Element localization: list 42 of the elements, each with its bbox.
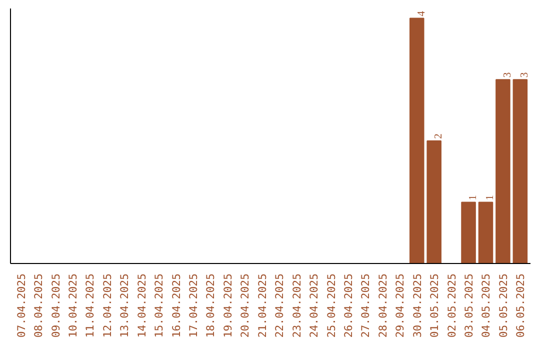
- x-tick-label: 27.04.2025: [359, 274, 372, 338]
- x-tick-label: 07.04.2025: [14, 274, 28, 338]
- x-tick-label: 25.04.2025: [324, 274, 338, 338]
- x-tick-label: 12.04.2025: [100, 274, 114, 338]
- bar: [409, 18, 424, 264]
- x-tick-label: 11.04.2025: [84, 274, 97, 338]
- x-tick-label: 26.04.2025: [342, 274, 355, 338]
- bar: [478, 202, 494, 264]
- x-tick-label: 15.04.2025: [152, 274, 166, 338]
- x-tick-label: 28.04.2025: [376, 274, 390, 338]
- x-tick-label: 05.05.2025: [496, 274, 510, 338]
- x-tick-label: 14.04.2025: [135, 274, 148, 338]
- data-label: 2: [434, 134, 445, 139]
- data-label: 4: [416, 10, 428, 16]
- x-tick-label: 02.05.2025: [445, 274, 458, 338]
- bar: [426, 140, 442, 264]
- x-tick-label: 10.04.2025: [66, 274, 80, 338]
- x-tick-label: 30.04.2025: [410, 274, 424, 338]
- x-tick-label: 03.05.2025: [462, 274, 476, 338]
- data-label: 3: [520, 72, 531, 78]
- x-tick-label: 19.04.2025: [221, 274, 234, 338]
- x-tick-label: 08.04.2025: [32, 274, 46, 338]
- x-tick-label: 01.05.2025: [428, 274, 442, 338]
- bar: [496, 79, 510, 264]
- x-tick-label: 20.04.2025: [238, 274, 252, 338]
- data-label: 1: [485, 194, 496, 200]
- bar: [512, 79, 528, 264]
- bar: [461, 202, 476, 264]
- x-tick-label: 21.04.2025: [256, 274, 269, 338]
- x-tick-label: 29.04.2025: [394, 274, 407, 338]
- x-tick-label: 23.04.2025: [290, 274, 304, 338]
- x-tick-label: 13.04.2025: [118, 274, 132, 338]
- x-tick-label: 16.04.2025: [170, 274, 183, 338]
- x-tick-label: 18.04.2025: [204, 274, 218, 338]
- x-tick-label: 06.05.2025: [514, 274, 528, 338]
- x-tick-label: 17.04.2025: [187, 274, 200, 338]
- x-tick-label: 24.04.2025: [308, 274, 321, 338]
- data-label: 3: [502, 72, 514, 78]
- x-tick-label: 22.04.2025: [273, 274, 286, 338]
- x-tick-label: 09.04.2025: [49, 274, 62, 338]
- data-label: 1: [468, 194, 480, 200]
- x-tick-label: 04.05.2025: [480, 274, 493, 338]
